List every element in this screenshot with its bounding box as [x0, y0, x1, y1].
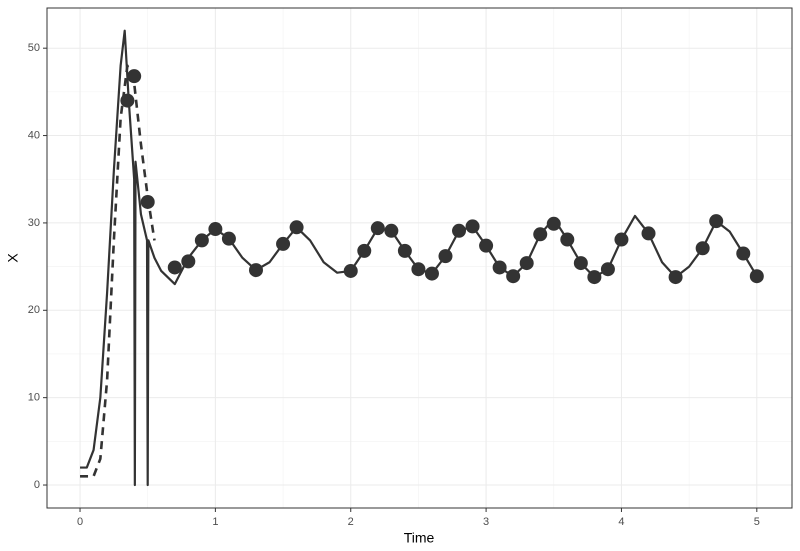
point	[560, 232, 575, 247]
point	[573, 256, 588, 271]
point	[709, 214, 724, 229]
y-tick-label: 30	[28, 217, 40, 229]
point	[248, 263, 263, 278]
point	[384, 223, 399, 238]
point	[600, 262, 615, 277]
point	[492, 260, 507, 275]
point	[411, 262, 426, 277]
point	[546, 216, 561, 231]
point	[167, 260, 182, 275]
point	[533, 227, 548, 242]
point	[519, 256, 534, 271]
x-axis-title: Time	[404, 530, 435, 546]
point	[221, 231, 236, 246]
point	[397, 243, 412, 258]
point	[140, 194, 155, 209]
point	[120, 93, 135, 108]
point	[465, 219, 480, 234]
point	[668, 270, 683, 285]
point	[181, 254, 196, 269]
point	[370, 221, 385, 236]
x-tick-label: 1	[212, 516, 218, 528]
point	[289, 220, 304, 235]
point	[587, 270, 602, 285]
point	[695, 241, 710, 256]
point	[479, 238, 494, 253]
point	[276, 236, 291, 251]
point	[194, 233, 209, 248]
point	[424, 266, 439, 281]
point	[452, 223, 467, 238]
point	[438, 249, 453, 264]
point	[641, 226, 656, 241]
point	[127, 69, 142, 84]
x-tick-label: 0	[77, 516, 83, 528]
x-tick-label: 2	[348, 516, 354, 528]
point	[736, 246, 751, 261]
y-tick-label: 10	[28, 392, 40, 404]
point	[357, 243, 372, 258]
x-tick-label: 5	[754, 516, 760, 528]
point	[614, 232, 629, 247]
dashed-line	[80, 64, 156, 478]
y-tick-label: 50	[28, 42, 40, 54]
y-axis-title: X	[5, 253, 21, 263]
point	[208, 222, 223, 237]
y-tick-label: 0	[34, 479, 40, 491]
y-tick-label: 20	[28, 304, 40, 316]
point	[749, 269, 764, 284]
x-tick-label: 4	[618, 516, 624, 528]
point	[506, 269, 521, 284]
x-tick-label: 3	[483, 516, 489, 528]
panel-border	[46, 7, 793, 509]
point	[343, 263, 358, 278]
y-tick-label: 40	[28, 129, 40, 141]
